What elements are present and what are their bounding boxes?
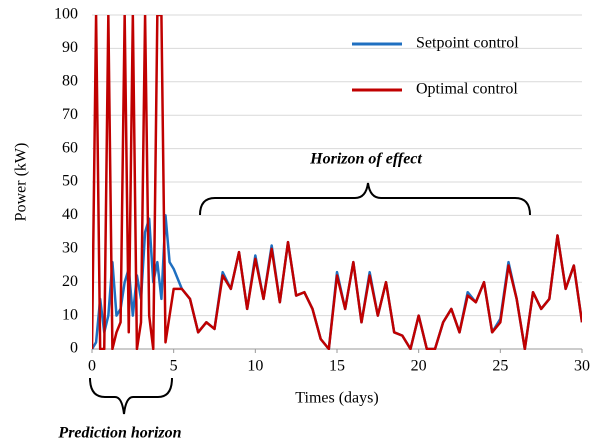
legend-label: Optimal control: [416, 81, 518, 98]
y-tick-label: 80: [62, 72, 78, 89]
series-line: [92, 15, 582, 350]
y-tick-label: 50: [62, 173, 78, 190]
x-axis-label: Times (days): [295, 390, 378, 407]
y-tick-label: 0: [70, 340, 78, 357]
y-tick-label: 100: [54, 6, 78, 23]
y-tick-label: 20: [62, 273, 78, 290]
y-tick-label: 90: [62, 39, 78, 56]
x-tick-label: 5: [170, 358, 178, 375]
brace: [199, 182, 531, 216]
y-tick-label: 40: [62, 206, 78, 223]
x-tick-label: 25: [492, 358, 508, 375]
annotation: Prediction horizon: [57, 425, 181, 442]
x-tick-label: 20: [411, 358, 427, 375]
brace: [89, 377, 173, 415]
x-tick-label: 30: [574, 358, 590, 375]
legend-label: Setpoint control: [416, 35, 519, 52]
y-tick-label: 60: [62, 139, 78, 156]
x-tick-label: 10: [247, 358, 263, 375]
y-axis-label: Power (kW): [13, 143, 30, 222]
annotation: Horizon of effect: [309, 151, 422, 168]
x-tick-label: 0: [88, 358, 96, 375]
y-tick-label: 30: [62, 239, 78, 256]
y-tick-label: 10: [62, 306, 78, 323]
x-tick-label: 15: [329, 358, 345, 375]
y-tick-label: 70: [62, 106, 78, 123]
